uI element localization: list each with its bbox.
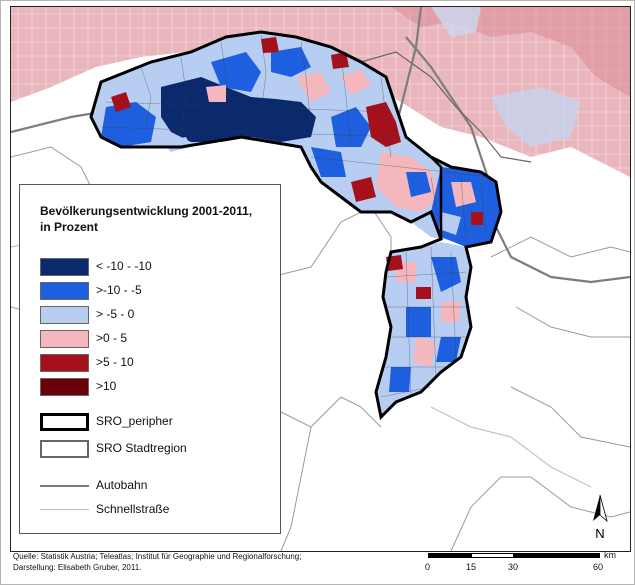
legend-outline-thin — [40, 440, 89, 458]
legend-swatch — [40, 330, 89, 348]
scale-tick-60: 60 — [593, 562, 604, 572]
central-blue-a — [406, 172, 431, 197]
legend-swatch — [40, 282, 89, 300]
west-pink-a — [296, 72, 331, 102]
sro-stadtregion-outline — [360, 51, 532, 163]
north-label: N — [595, 526, 604, 541]
north-arrow: N — [589, 493, 611, 543]
map-legend: Bevölkerungsentwicklung 2001-2011, in Pr… — [19, 184, 281, 534]
credit-line1: Quelle: Statistik Austria; Teleatlas; In… — [13, 552, 302, 561]
central-red-b — [351, 177, 376, 202]
legend-label: >-10 - -5 — [96, 283, 142, 297]
west-blue-a — [101, 102, 156, 147]
legend-swatch — [40, 378, 89, 396]
scale-segment — [514, 553, 600, 558]
west-blue-e — [271, 47, 311, 77]
sro-peripher-outline — [89, 30, 503, 421]
south-blue-c — [436, 337, 461, 362]
south-blue-b — [406, 307, 431, 337]
legend-swatch — [40, 306, 89, 324]
source-credit: Quelle: Statistik Austria; Teleatlas; In… — [13, 551, 301, 573]
west-blue-c — [331, 107, 371, 147]
legend-swatch — [40, 258, 89, 276]
west-core-darkblue — [161, 77, 316, 142]
legend-label: >0 - 5 — [96, 331, 128, 345]
legend-title-line1: Bevölkerungsentwicklung 2001-2011, — [40, 204, 253, 218]
central-red-cluster — [366, 102, 401, 147]
scale-segment — [428, 553, 471, 558]
legend-line-schnellstrasse — [40, 509, 89, 510]
scale-tick-0: 0 — [425, 562, 431, 572]
legend-title: Bevölkerungsentwicklung 2001-2011, in Pr… — [40, 203, 252, 235]
south-blue-d — [389, 367, 411, 392]
choropleth-map — [11, 7, 630, 551]
south-blue-a — [431, 257, 461, 292]
legend-line-autobahn — [40, 485, 89, 487]
legend-title-line2: in Prozent — [40, 220, 99, 234]
northern-region-fill — [11, 7, 630, 177]
legend-label: Autobahn — [96, 478, 148, 492]
west-blue-b — [211, 52, 261, 92]
south-pink-c — [441, 302, 461, 322]
legend-label: > -5 - 0 — [96, 307, 135, 321]
sro-peripher-inner-split — [430, 156, 443, 239]
legend-label: SRO Stadtregion — [96, 441, 187, 455]
legend-label: >10 — [96, 379, 117, 393]
scale-unit: km — [604, 550, 616, 560]
north-arrow-icon: N — [593, 494, 608, 541]
legend-outline-thick — [40, 413, 89, 431]
legend-swatch — [40, 354, 89, 372]
scale-tick-15: 15 — [466, 562, 477, 572]
legend-label: < -10 - -10 — [96, 259, 152, 273]
east-light — [439, 212, 461, 235]
northern-region-light-2 — [431, 7, 481, 37]
west-red-a — [111, 92, 131, 112]
east-red — [471, 212, 483, 225]
west-red-b — [261, 37, 279, 53]
legend-label: >5 - 10 — [96, 355, 134, 369]
west-pink-b — [206, 85, 226, 102]
west-red-c — [331, 52, 349, 69]
scale-segment — [471, 553, 514, 558]
legend-label: SRO_peripher — [96, 414, 173, 428]
south-red-b — [416, 287, 431, 299]
northern-region-light — [491, 87, 581, 147]
municipality-borders — [100, 34, 492, 398]
east-pink — [451, 182, 476, 207]
northern-region-dark — [391, 7, 630, 97]
credit-line2: Darstellung: Elisabeth Gruber, 2011. — [13, 563, 142, 572]
west-blue-d — [311, 147, 346, 177]
scale-tick-30: 30 — [508, 562, 519, 572]
south-pink-b — [413, 337, 436, 367]
west-pink-c — [341, 69, 371, 95]
legend-label: Schnellstraße — [96, 502, 170, 516]
